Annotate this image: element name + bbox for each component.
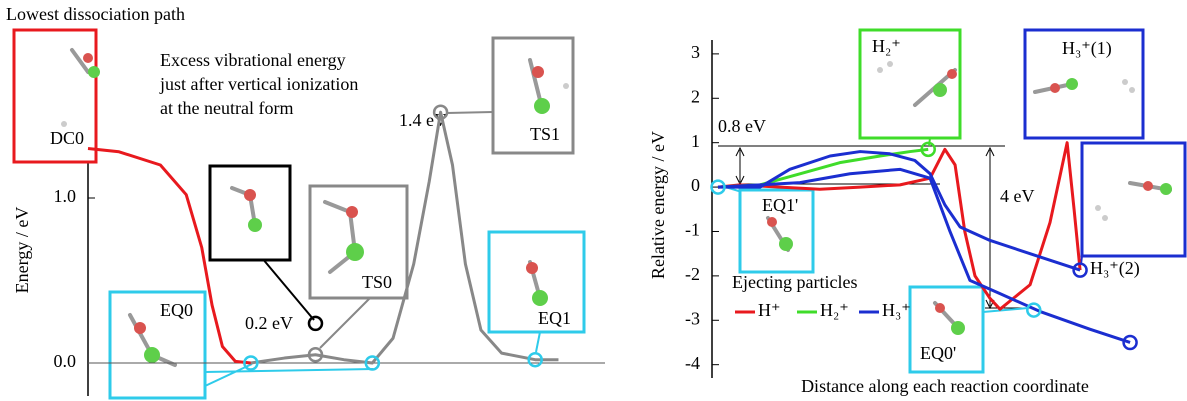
y-tick-label: 2 xyxy=(691,86,700,106)
annotation: at the neutral form xyxy=(160,98,293,118)
connector xyxy=(447,112,493,113)
legend-title: Ejecting particles xyxy=(732,272,857,292)
connector xyxy=(536,332,540,352)
structure-box: EQ1 xyxy=(489,232,584,332)
structure-box: H₃⁺(1) xyxy=(1025,30,1143,138)
structure-box: DC0 xyxy=(14,30,100,162)
figure: Lowest dissociation path Excess vibratio… xyxy=(0,0,1187,401)
structure-label: TS1 xyxy=(530,124,560,144)
structure-label: EQ0 xyxy=(160,300,193,320)
structure-label: H₂⁺ xyxy=(872,36,901,56)
drop-label: 4 eV xyxy=(1000,186,1035,206)
y-axis-label: Relative energy / eV xyxy=(648,131,668,279)
connector xyxy=(320,298,370,348)
y-tick-label: 1 xyxy=(691,131,700,151)
excess-label: 0.2 eV xyxy=(245,313,293,333)
structure-box xyxy=(1082,143,1185,256)
y-tick-label: 0.0 xyxy=(54,351,77,371)
atom xyxy=(248,218,262,232)
marker xyxy=(309,317,322,330)
structure-box: EQ1' xyxy=(740,190,813,272)
panel-title: Lowest dissociation path xyxy=(6,4,185,24)
y-tick-label: 3 xyxy=(691,42,700,62)
structure-box xyxy=(210,166,290,260)
connector xyxy=(205,369,373,372)
legend-label: H⁺ xyxy=(758,300,781,320)
structure-box: TS1 xyxy=(493,38,573,153)
structure-box: TS0 xyxy=(310,186,407,298)
structure-label: DC0 xyxy=(50,128,84,148)
legend-label: H₃⁺ xyxy=(882,300,911,320)
y-tick-label: -3 xyxy=(685,308,700,328)
annotation: Excess vibrational energy xyxy=(160,50,346,70)
legend-label: H₂⁺ xyxy=(820,300,849,320)
structure-label: TS0 xyxy=(362,272,392,292)
y-tick-label: -2 xyxy=(685,264,700,284)
annotation: just after vertical ionization xyxy=(159,74,358,94)
atom xyxy=(244,189,256,201)
y-tick-label: 1.0 xyxy=(54,186,77,206)
structure-label: EQ1 xyxy=(538,308,571,328)
y-tick-label: -4 xyxy=(685,353,700,373)
structure-box: EQ0 xyxy=(110,292,205,398)
y-axis-label: Energy / eV xyxy=(12,207,32,294)
connector xyxy=(262,258,314,320)
structure-label: H₃⁺(2) xyxy=(1090,258,1140,279)
structure-box: H₂⁺ xyxy=(860,30,960,138)
structure-label: EQ0' xyxy=(920,343,956,363)
structure-label: H₃⁺(1) xyxy=(1062,38,1112,59)
x-axis-label: Distance along each reaction coordinate xyxy=(801,376,1089,396)
structure-box: EQ0' xyxy=(910,287,983,372)
structure-label: EQ1' xyxy=(762,195,798,215)
barrier-label: 0.8 eV xyxy=(718,116,766,136)
y-tick-label: 0 xyxy=(691,175,700,195)
y-tick-label: -1 xyxy=(685,220,700,240)
